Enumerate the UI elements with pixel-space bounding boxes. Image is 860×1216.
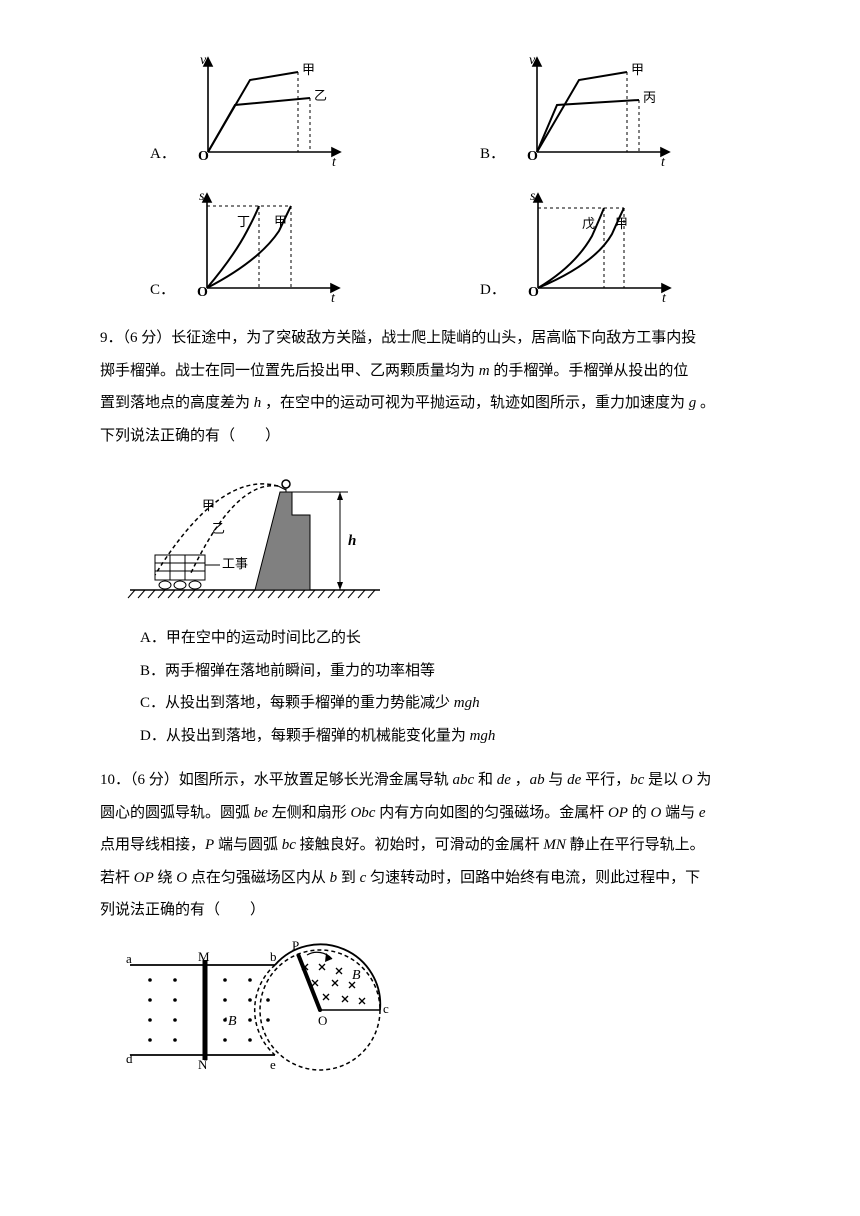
svg-text:丙: 丙 xyxy=(643,90,656,105)
q10-svg: a b c d e M N O P · B B xyxy=(100,935,440,1085)
svg-text:甲: 甲 xyxy=(302,62,315,77)
svg-text:b: b xyxy=(270,949,277,964)
q9-figure: 甲 乙 工事 h xyxy=(100,460,770,610)
svg-text:a: a xyxy=(126,951,132,966)
q9-option-d: D．从投出到落地，每颗手榴弹的机械能变化量为 mgh xyxy=(140,722,770,751)
q9-option-a: A．甲在空中的运动时间比乙的长 xyxy=(140,624,770,653)
option-c: C． O s t 丁 甲 xyxy=(150,186,440,306)
graph-d: O s t 戊 甲 xyxy=(510,186,680,306)
q10-line2: 圆心的圆弧导轨。圆弧 be 左侧和扇形 Obc 内有方向如图的匀强磁场。金属杆 … xyxy=(100,799,770,828)
svg-text:t: t xyxy=(332,155,337,170)
svg-text:h: h xyxy=(348,533,356,549)
svg-text:s: s xyxy=(530,189,536,204)
q9-option-b: B．两手榴弹在落地前瞬间，重力的功率相等 xyxy=(140,657,770,686)
svg-text:s: s xyxy=(199,189,205,204)
svg-text:乙: 乙 xyxy=(212,521,225,536)
svg-text:O: O xyxy=(318,1013,327,1028)
svg-text:O: O xyxy=(527,149,538,164)
svg-text:甲: 甲 xyxy=(274,214,287,229)
option-a: A． O v t 甲 乙 xyxy=(150,50,440,170)
svg-text:v: v xyxy=(529,53,536,68)
option-d: D． O s t 戊 甲 xyxy=(480,186,770,306)
q9-svg: 甲 乙 工事 h xyxy=(100,460,400,610)
svg-text:甲: 甲 xyxy=(615,216,628,231)
option-c-label: C． xyxy=(150,276,175,305)
svg-text:M: M xyxy=(198,949,210,964)
graph-b: O v t 甲 丙 xyxy=(509,50,679,170)
svg-text:O: O xyxy=(198,149,209,164)
svg-text:O: O xyxy=(528,285,539,300)
q10-line4: 若杆 OP 绕 O 点在匀强磁场区内从 b 到 c 匀速转动时，回路中始终有电流… xyxy=(100,864,770,893)
svg-text:工事: 工事 xyxy=(222,556,248,571)
svg-text:丁: 丁 xyxy=(237,214,250,229)
q9-stem-line2: 掷手榴弹。战士在同一位置先后投出甲、乙两颗质量均为 m 的手榴弹。手榴弹从投出的… xyxy=(100,357,770,386)
q10-figure: a b c d e M N O P · B B xyxy=(100,935,770,1085)
option-a-label: A． xyxy=(150,140,176,169)
svg-text:t: t xyxy=(662,291,667,306)
q9-answers: A．甲在空中的运动时间比乙的长 B．两手榴弹在落地前瞬间，重力的功率相等 C．从… xyxy=(140,624,770,750)
q8-options: A． O v t 甲 乙 B． xyxy=(150,50,770,306)
q10-line3: 点用导线相接，P 端与圆弧 bc 接触良好。初始时，可滑动的金属杆 MN 静止在… xyxy=(100,831,770,860)
svg-text:d: d xyxy=(126,1051,133,1066)
q9-stem-line3: 置到落地点的高度差为 h ，在空中的运动可视为平抛运动，轨迹如图所示，重力加速度… xyxy=(100,389,770,418)
svg-text:t: t xyxy=(661,155,666,170)
graph-a: O v t 甲 乙 xyxy=(180,50,350,170)
svg-text:·: · xyxy=(224,1012,228,1027)
svg-text:甲: 甲 xyxy=(631,62,644,77)
q10-line1: 10．（6 分）如图所示，水平放置足够长光滑金属导轨 abc 和 de ，ab … xyxy=(100,766,770,795)
svg-text:甲: 甲 xyxy=(202,498,215,513)
svg-text:B: B xyxy=(228,1014,237,1029)
svg-text:v: v xyxy=(200,53,207,68)
q9-stem-line4: 下列说法正确的有（ ） xyxy=(100,422,770,451)
svg-text:c: c xyxy=(383,1001,389,1016)
svg-text:t: t xyxy=(331,291,336,306)
option-b-label: B． xyxy=(480,140,505,169)
q10-line5: 列说法正确的有（ ） xyxy=(100,896,770,925)
option-d-label: D． xyxy=(480,276,506,305)
svg-text:戊: 戊 xyxy=(582,216,595,231)
svg-text:e: e xyxy=(270,1057,276,1072)
svg-text:B: B xyxy=(352,968,361,983)
graph-c: O s t 丁 甲 xyxy=(179,186,349,306)
svg-text:O: O xyxy=(197,285,208,300)
option-b: B． O v t 甲 丙 xyxy=(480,50,770,170)
svg-text:P: P xyxy=(292,938,299,953)
svg-text:N: N xyxy=(198,1057,208,1072)
svg-text:乙: 乙 xyxy=(314,88,327,103)
q9-stem-line1: 9．（6 分）长征途中，为了突破敌方关隘，战士爬上陡峭的山头，居高临下向敌方工事… xyxy=(100,324,770,353)
q9-option-c: C．从投出到落地，每颗手榴弹的重力势能减少 mgh xyxy=(140,689,770,718)
